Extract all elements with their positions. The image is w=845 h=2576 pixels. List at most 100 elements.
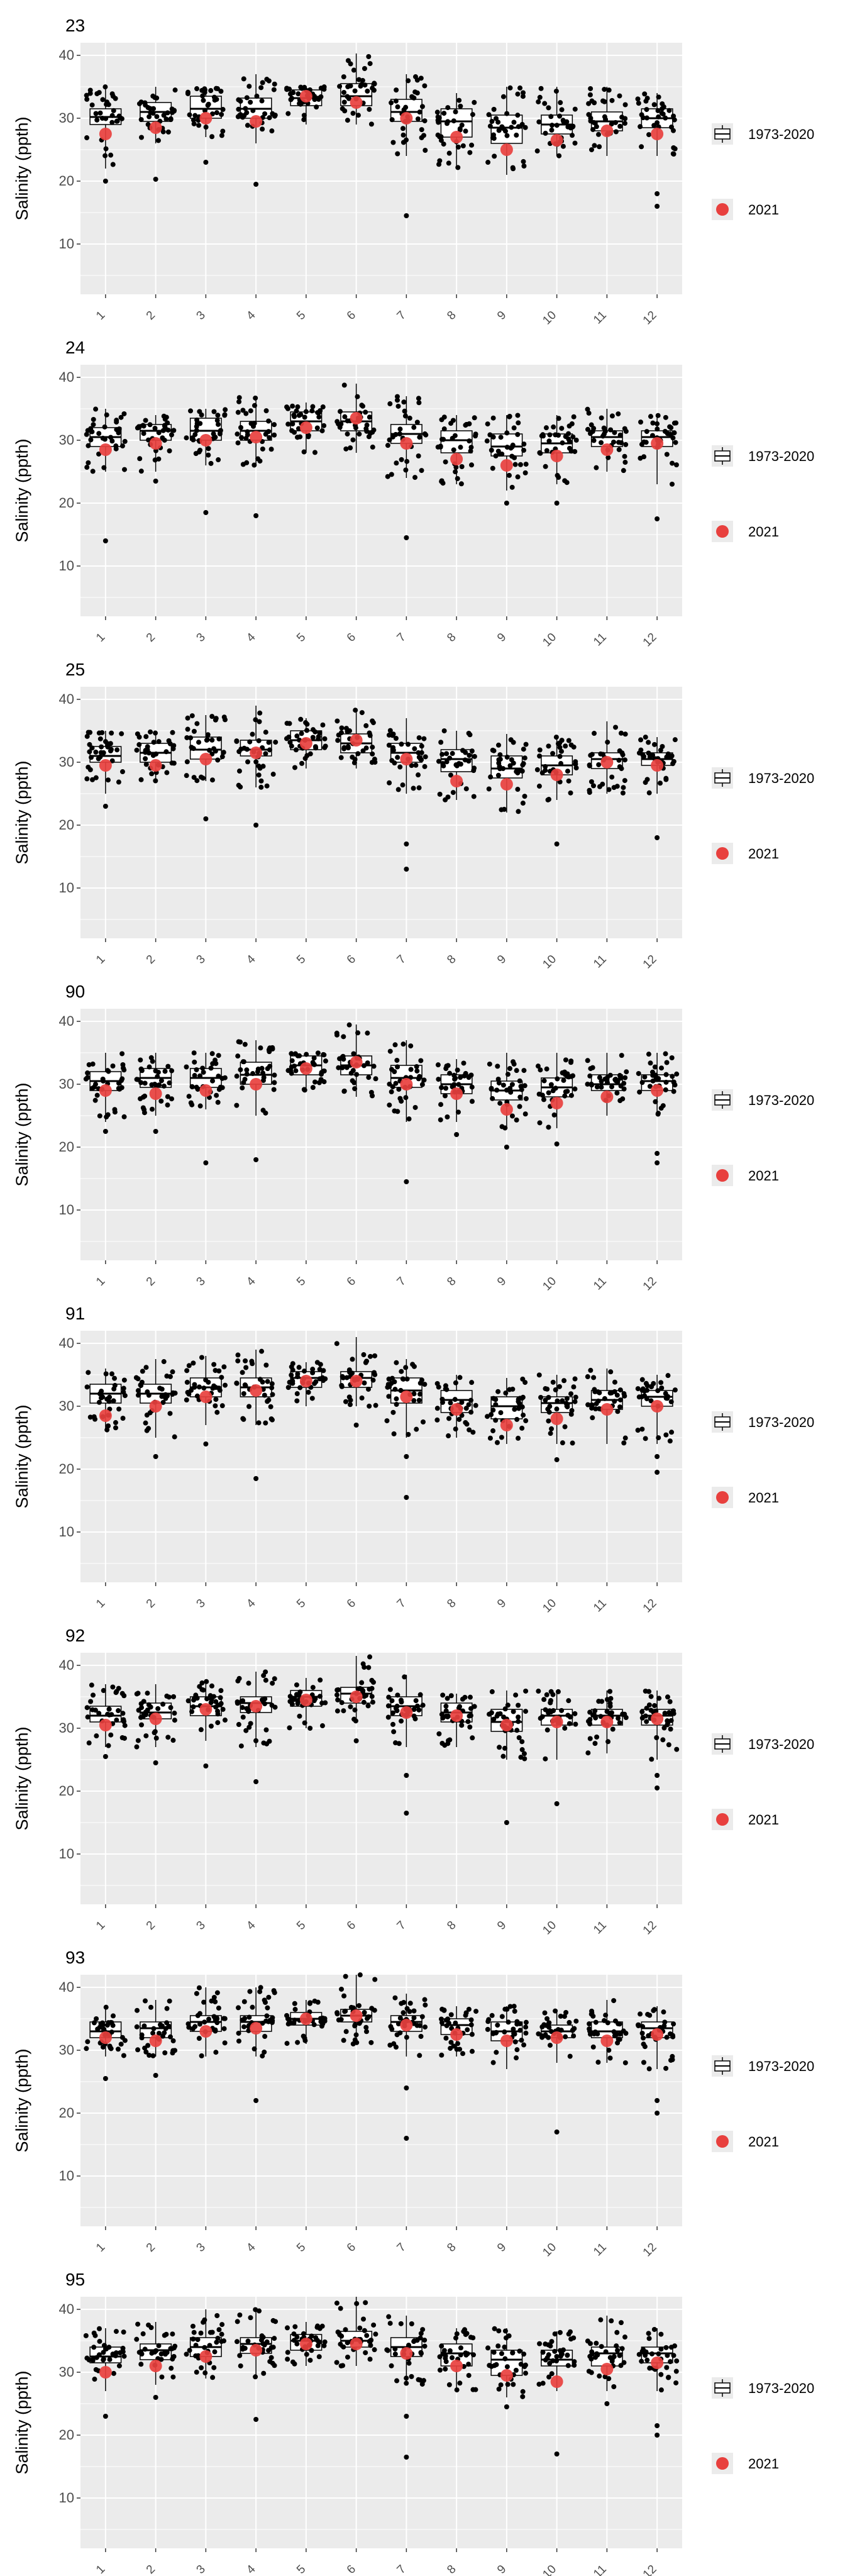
outlier-point <box>102 2076 108 2081</box>
observation-point <box>150 2030 156 2036</box>
observation-point <box>554 123 560 128</box>
observation-point <box>641 2060 646 2065</box>
observation-point <box>162 2050 168 2056</box>
observation-point <box>515 431 521 437</box>
observation-point <box>445 1713 451 1719</box>
observation-point <box>605 1080 610 1085</box>
observation-point <box>356 431 362 437</box>
observation-point <box>202 2019 207 2025</box>
observation-point <box>670 460 675 466</box>
observation-point <box>590 2044 596 2050</box>
observation-point <box>590 1415 595 1421</box>
observation-point <box>214 418 220 423</box>
outlier-point <box>404 2136 409 2141</box>
observation-point <box>463 2010 469 2016</box>
observation-point <box>143 1712 149 1718</box>
point-2021 <box>99 2366 112 2379</box>
observation-point <box>343 446 349 452</box>
observation-point <box>366 434 372 440</box>
observation-point <box>400 782 406 788</box>
observation-point <box>521 1068 527 1074</box>
observation-point <box>654 120 660 126</box>
observation-point <box>667 1699 673 1704</box>
observation-point <box>411 2008 417 2014</box>
y-tick-label: 30 <box>59 110 74 126</box>
observation-point <box>206 446 211 452</box>
observation-point <box>616 447 622 452</box>
observation-point <box>335 738 341 743</box>
x-tick-label: 7 <box>395 309 409 323</box>
legend-label-historical: 1973-2020 <box>748 1092 814 1108</box>
observation-point <box>251 402 257 408</box>
observation-point <box>215 413 221 418</box>
observation-point <box>671 430 677 436</box>
y-tick-label: 20 <box>59 1783 74 1799</box>
observation-point <box>495 1063 500 1069</box>
observation-point <box>264 783 270 789</box>
x-tick-label: 8 <box>445 1275 458 1289</box>
observation-point <box>94 1092 100 1098</box>
observation-point <box>138 1714 144 1720</box>
point-2021 <box>600 443 614 456</box>
observation-point <box>454 2387 460 2393</box>
observation-point <box>398 1387 404 1393</box>
observation-point <box>139 2032 145 2038</box>
observation-point <box>218 89 224 94</box>
observation-point <box>409 2373 414 2379</box>
observation-point <box>514 132 519 138</box>
observation-point <box>466 2362 472 2367</box>
observation-point <box>348 83 353 89</box>
observation-point <box>640 2024 646 2029</box>
observation-point <box>262 1392 267 1398</box>
observation-point <box>201 1385 207 1391</box>
observation-point <box>213 716 219 721</box>
observation-point <box>314 425 320 431</box>
point-2021 <box>450 1087 463 1100</box>
observation-point <box>248 2315 253 2321</box>
observation-point <box>371 2322 377 2328</box>
observation-point <box>352 2023 358 2029</box>
x-tick-label: 1 <box>94 1275 108 1289</box>
observation-point <box>673 2380 679 2385</box>
observation-point <box>334 1687 340 1693</box>
observation-point <box>566 436 572 442</box>
point-2021 <box>550 2031 563 2044</box>
point-2021 <box>500 459 513 472</box>
observation-point <box>548 1082 554 1087</box>
observation-point <box>270 2015 275 2021</box>
observation-point <box>402 413 408 419</box>
observation-point <box>566 1698 572 1704</box>
legend-point-2021 <box>716 1169 729 1182</box>
observation-point <box>516 124 521 130</box>
observation-point <box>671 1711 677 1716</box>
observation-point <box>188 408 194 414</box>
observation-point <box>122 2038 128 2043</box>
observation-point <box>453 1380 458 1385</box>
observation-point <box>639 1715 645 1721</box>
observation-point <box>204 1679 209 1684</box>
observation-point <box>419 750 424 755</box>
observation-point <box>346 1022 352 1028</box>
observation-point <box>214 96 219 102</box>
observation-point <box>101 465 107 470</box>
observation-point <box>543 2341 548 2347</box>
plot-background <box>80 1653 682 1904</box>
point-2021 <box>350 2338 363 2350</box>
observation-point <box>509 757 514 763</box>
observation-point <box>343 2029 349 2035</box>
observation-point <box>135 1738 141 1743</box>
observation-point <box>141 1110 147 1116</box>
observation-point <box>447 755 453 761</box>
observation-point <box>94 91 100 97</box>
observation-point <box>512 2009 517 2014</box>
box-month-7 <box>386 718 428 872</box>
point-2021 <box>299 1694 312 1706</box>
observation-point <box>493 1402 499 1407</box>
observation-point <box>310 404 316 409</box>
observation-point <box>213 1397 219 1402</box>
observation-point <box>148 729 153 735</box>
observation-point <box>670 1074 675 1079</box>
observation-point <box>538 450 543 456</box>
observation-point <box>361 2316 367 2322</box>
observation-point <box>409 763 414 769</box>
